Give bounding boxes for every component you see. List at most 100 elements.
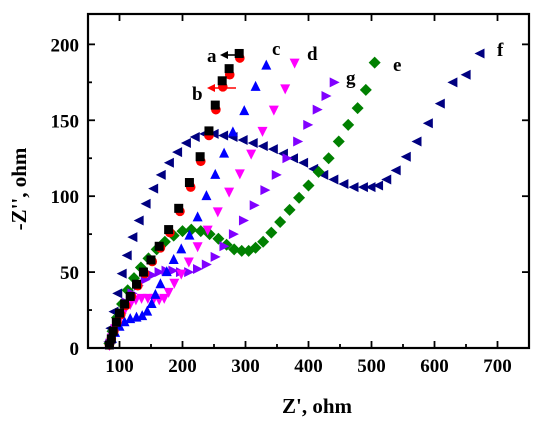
- y-tick-label: 200: [51, 35, 80, 56]
- data-point: [434, 98, 445, 109]
- data-point: [192, 264, 203, 275]
- data-point: [373, 180, 384, 191]
- data-point: [322, 152, 335, 165]
- data-point: [422, 118, 433, 129]
- data-point: [147, 270, 158, 281]
- y-tick-label: 150: [51, 111, 80, 132]
- data-point: [155, 169, 166, 180]
- data-point: [104, 340, 114, 350]
- data-point: [235, 244, 248, 257]
- data-point: [460, 69, 471, 80]
- x-tick-label: 500: [357, 356, 386, 377]
- data-point: [219, 147, 230, 158]
- data-point: [138, 267, 148, 277]
- data-point: [257, 235, 270, 248]
- data-point: [184, 267, 195, 278]
- data-point: [132, 279, 142, 289]
- y-tick-label: 50: [60, 263, 79, 284]
- data-point: [169, 278, 180, 289]
- data-point: [208, 128, 219, 139]
- series-label-d: d: [307, 44, 318, 65]
- x-tick-label: 400: [294, 356, 323, 377]
- data-point: [303, 119, 314, 130]
- x-tick-label: 600: [420, 356, 449, 377]
- data-point: [338, 179, 349, 190]
- data-point: [332, 135, 345, 148]
- data-point: [289, 58, 300, 69]
- data-point: [192, 242, 203, 253]
- data-point: [267, 144, 278, 155]
- data-point: [227, 126, 238, 137]
- series-labels: ab c d g e f: [192, 39, 504, 105]
- data-point: [121, 250, 132, 261]
- data-point: [228, 229, 239, 240]
- data-point: [219, 241, 230, 252]
- data-point: [146, 297, 157, 308]
- data-point: [183, 257, 194, 268]
- data-point: [268, 105, 279, 116]
- data-point: [288, 153, 299, 164]
- data-point: [228, 243, 241, 256]
- data-point: [257, 141, 268, 152]
- x-tick-label: 200: [168, 356, 197, 377]
- data-point: [261, 59, 272, 70]
- data-point: [180, 138, 191, 149]
- data-point: [247, 138, 258, 149]
- data-point: [318, 169, 329, 180]
- data-point: [112, 288, 123, 299]
- data-point: [411, 136, 422, 147]
- data-point: [249, 200, 260, 211]
- data-point: [348, 182, 359, 193]
- data-point: [148, 183, 159, 194]
- data-point: [218, 130, 229, 141]
- data-point: [155, 278, 166, 289]
- data-point: [125, 291, 135, 301]
- x-tick-label: 300: [231, 356, 260, 377]
- data-point: [140, 198, 151, 209]
- data-point: [359, 83, 372, 96]
- data-point: [168, 253, 179, 264]
- data-point: [163, 287, 174, 298]
- data-point: [120, 299, 130, 309]
- data-point: [127, 232, 138, 243]
- y-tick-label: 0: [70, 339, 80, 360]
- data-point: [161, 266, 172, 277]
- data-point: [329, 77, 340, 88]
- data-point: [106, 334, 116, 344]
- data-point: [174, 203, 184, 213]
- series-label-c: c: [272, 39, 280, 60]
- data-point: [210, 100, 220, 110]
- data-point: [204, 126, 214, 136]
- data-point: [119, 316, 130, 327]
- data-point: [201, 190, 212, 201]
- y-tick-label: 100: [51, 187, 80, 208]
- series-g: [105, 77, 340, 349]
- data-point: [298, 157, 309, 168]
- data-point: [159, 293, 170, 304]
- data-point: [210, 251, 221, 262]
- data-point: [249, 241, 262, 254]
- data-point: [328, 174, 339, 185]
- data-point: [189, 131, 200, 142]
- data-point: [195, 152, 205, 162]
- series-f: [103, 48, 485, 347]
- data-point: [474, 48, 485, 59]
- data-point: [217, 76, 227, 86]
- data-point: [164, 225, 174, 235]
- data-point: [184, 229, 195, 240]
- y-axis-title: -Z'', ohm: [7, 147, 31, 230]
- data-point: [154, 241, 164, 251]
- data-point: [176, 269, 187, 280]
- data-point: [146, 255, 156, 265]
- data-point: [265, 226, 278, 239]
- data-point: [201, 259, 212, 270]
- data-point: [224, 64, 234, 74]
- data-point: [447, 77, 458, 88]
- x-tick-label: 700: [483, 356, 512, 377]
- data-point: [136, 293, 147, 304]
- data-point: [116, 268, 127, 279]
- series-label-b: b: [192, 84, 203, 105]
- data-point: [342, 118, 355, 131]
- data-point: [150, 288, 161, 299]
